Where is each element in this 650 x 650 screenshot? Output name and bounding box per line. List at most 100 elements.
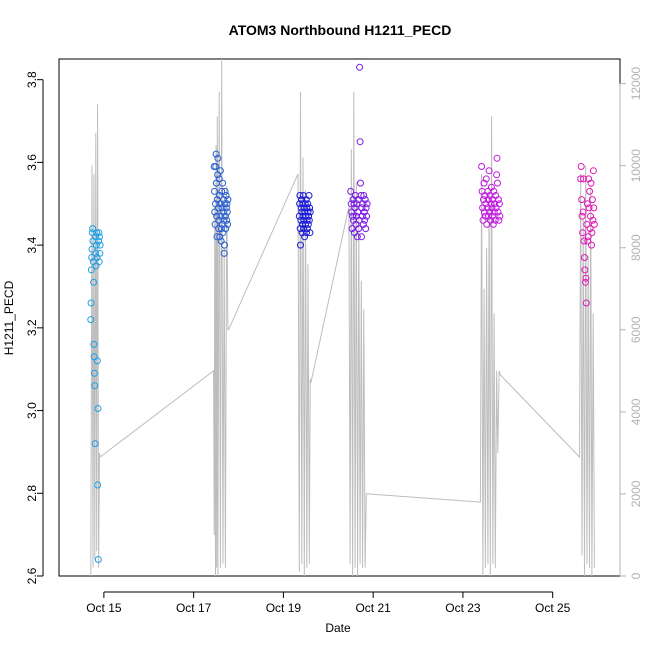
data-point <box>215 216 223 224</box>
data-point <box>491 200 499 208</box>
data-point <box>302 212 310 220</box>
data-point <box>92 241 100 249</box>
data-point <box>220 216 228 224</box>
data-point <box>214 204 222 212</box>
data-point <box>304 220 312 228</box>
data-point <box>577 175 585 183</box>
data-point <box>94 405 102 412</box>
data-point <box>495 200 503 208</box>
data-point <box>306 229 314 237</box>
data-point <box>305 192 313 199</box>
data-point <box>94 556 102 563</box>
data-point <box>360 208 368 216</box>
data-point <box>211 187 218 195</box>
data-point <box>211 208 219 216</box>
data-point <box>88 245 96 253</box>
data-point <box>215 225 223 233</box>
data-point <box>493 154 501 162</box>
data-point <box>481 212 489 220</box>
data-point <box>224 220 232 228</box>
scatter-points-layer <box>87 63 598 563</box>
data-point <box>306 204 314 212</box>
data-point <box>582 299 590 307</box>
data-point <box>219 179 227 187</box>
data-point <box>90 278 98 286</box>
x-tick-label: Oct 25 <box>535 601 571 615</box>
data-point <box>302 220 309 228</box>
data-point <box>89 225 97 233</box>
data-point <box>211 220 219 228</box>
data-point <box>363 212 371 220</box>
x-tick-label: Oct 23 <box>445 601 481 615</box>
data-point <box>222 225 230 233</box>
data-point <box>95 258 103 266</box>
data-point <box>349 196 357 204</box>
data-point <box>216 200 224 208</box>
y2-tick-label: 4000 <box>629 398 643 425</box>
data-point <box>222 204 230 212</box>
secondary-series-layer <box>90 58 595 577</box>
data-point <box>579 229 587 237</box>
data-point <box>586 225 594 233</box>
data-point <box>489 220 497 228</box>
data-point <box>361 216 369 224</box>
data-point <box>356 63 364 71</box>
data-point <box>347 187 355 195</box>
data-point <box>297 241 304 249</box>
data-point <box>482 175 490 183</box>
data-point <box>585 175 593 183</box>
y2-tick-label: 2000 <box>629 480 643 507</box>
data-point <box>480 196 487 204</box>
data-point <box>296 192 304 199</box>
data-point <box>490 187 498 195</box>
data-point <box>218 187 226 195</box>
data-point <box>212 150 220 158</box>
data-point <box>588 229 596 237</box>
data-point <box>485 212 493 220</box>
data-point <box>304 200 312 208</box>
data-point <box>305 212 313 220</box>
data-point <box>584 237 592 245</box>
data-point <box>360 192 368 199</box>
data-point <box>577 163 585 170</box>
y-axis-label: H1211_PECD <box>2 280 16 355</box>
data-point <box>91 369 98 377</box>
data-point <box>306 208 314 216</box>
data-point <box>222 192 230 199</box>
data-point <box>487 200 495 208</box>
data-point <box>494 208 502 216</box>
data-point <box>87 316 95 324</box>
data-point <box>357 192 365 199</box>
data-point <box>353 233 361 241</box>
data-point <box>303 216 311 224</box>
y-tick-label: 2.8 <box>25 485 39 502</box>
data-point <box>304 208 312 216</box>
data-point <box>96 249 104 257</box>
data-point <box>584 233 592 241</box>
y-tick-label: 3.8 <box>25 71 39 88</box>
data-point <box>355 225 363 233</box>
data-point <box>491 216 499 224</box>
data-point <box>221 187 229 195</box>
data-point <box>490 208 498 216</box>
data-point <box>589 167 597 175</box>
y-axis: 2.6 2.8 3.0 3.2 3.4 3.6 3.8 <box>25 71 44 584</box>
x-tick-label: Oct 19 <box>266 601 302 615</box>
data-point <box>354 208 362 216</box>
data-point <box>588 241 595 249</box>
data-point <box>96 233 103 241</box>
data-point <box>494 179 501 187</box>
data-point <box>92 249 100 257</box>
data-point <box>578 196 586 204</box>
data-point <box>587 179 595 187</box>
data-point <box>357 179 364 187</box>
data-point <box>220 249 228 257</box>
data-point <box>301 200 309 208</box>
data-point <box>494 196 502 204</box>
data-point <box>87 266 95 274</box>
data-point <box>216 167 224 175</box>
data-point <box>221 241 228 249</box>
data-point <box>96 241 104 249</box>
data-point <box>362 225 370 233</box>
